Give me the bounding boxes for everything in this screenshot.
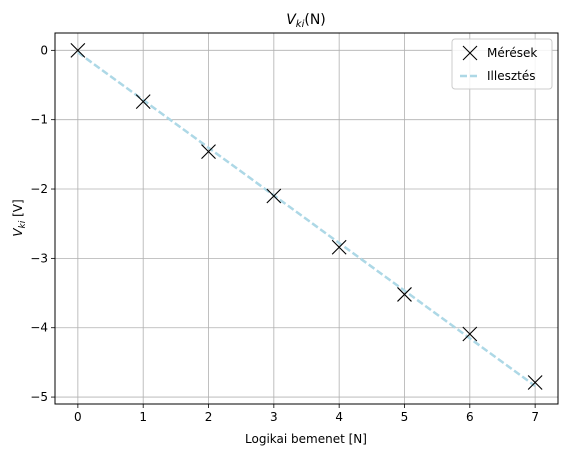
x-tick-label: 7 [531, 410, 539, 424]
data-point-stroke [70, 42, 86, 58]
x-tick-label: 5 [401, 410, 409, 424]
data-point [70, 42, 86, 58]
x-tick-label: 2 [205, 410, 213, 424]
chart-title: Vki(N) [286, 12, 326, 30]
data-point [527, 375, 543, 390]
data-point [135, 94, 151, 110]
data-point-stroke [201, 144, 216, 159]
x-tick-label: 6 [466, 410, 474, 424]
legend-label-meresek: Mérések [487, 46, 537, 60]
data-point-stroke [527, 375, 543, 390]
y-tick-label: 0 [40, 43, 48, 57]
y-tick-label: −1 [30, 113, 48, 127]
data-point [462, 326, 478, 342]
plot-series [70, 42, 543, 390]
x-axis-label: Logikai bemenet [N] [245, 432, 367, 446]
y-tick-label: −5 [30, 390, 48, 404]
ticks: 0 1 2 3 4 5 6 7 0 −1 −2 −3 −4 −5 [30, 43, 539, 424]
legend-marker-meresek [462, 45, 478, 61]
y-tick-label: −2 [30, 182, 48, 196]
data-point [331, 239, 347, 255]
legend-label-illesztes: Illesztés [487, 69, 535, 83]
x-tick-label: 0 [74, 410, 82, 424]
y-tick-label: −4 [30, 321, 48, 335]
x-tick-label: 3 [270, 410, 278, 424]
y-axis-label: Vki [V] [11, 199, 28, 236]
data-point [397, 287, 412, 302]
data-point-stroke [462, 326, 478, 342]
x-tick-label: 4 [335, 410, 343, 424]
fit-line [77, 51, 536, 387]
data-point [266, 188, 282, 204]
y-tick-label: −3 [30, 251, 48, 265]
grid [55, 33, 558, 404]
x-tick-label: 1 [139, 410, 147, 424]
plot-frame [54, 32, 559, 405]
data-point [201, 144, 216, 159]
legend: Mérések Illesztés [451, 38, 553, 90]
data-point-stroke [331, 239, 347, 255]
data-point-stroke [135, 94, 151, 110]
data-point-stroke [397, 287, 412, 302]
data-point-stroke [266, 188, 282, 204]
